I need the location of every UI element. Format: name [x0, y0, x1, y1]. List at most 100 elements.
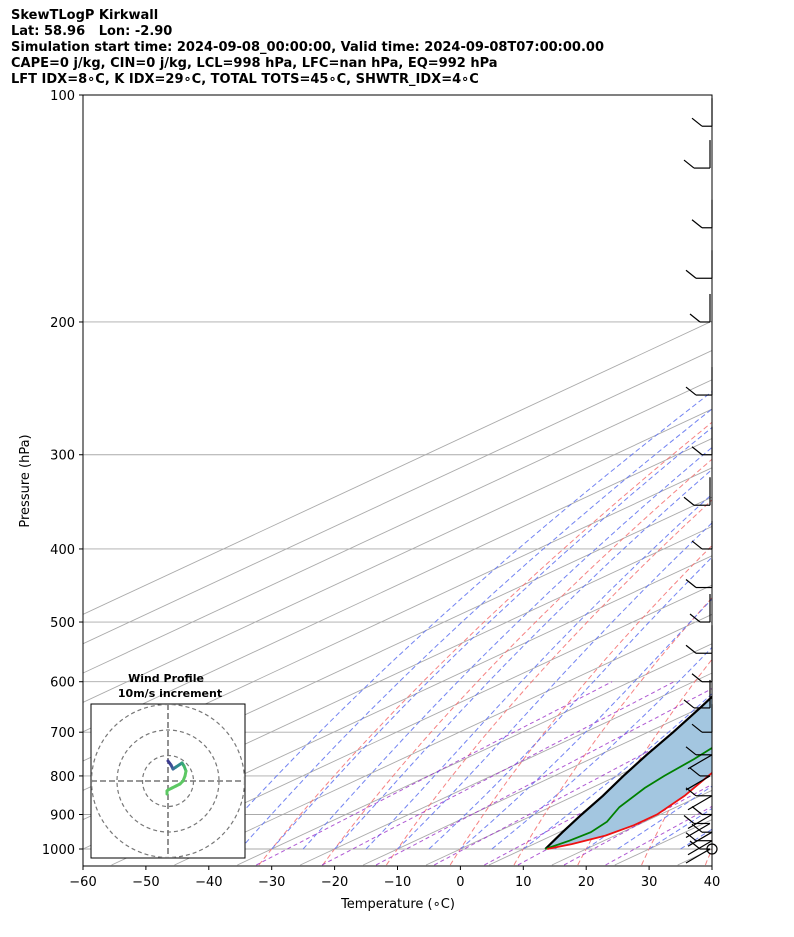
wind-barb	[691, 704, 713, 733]
barb-shaft	[687, 831, 713, 847]
inset-title: Wind Profile	[128, 672, 204, 685]
barb-flag	[689, 767, 701, 777]
indices-line-2: LFT IDX=8∘C, K IDX=29∘C, TOTAL TOTS=45∘C…	[11, 72, 479, 87]
barb-flag	[683, 699, 695, 709]
profiles	[544, 695, 712, 850]
isotherm-line	[174, 613, 712, 866]
barb-shaft	[687, 813, 713, 830]
y-tick-label: 800	[50, 770, 75, 785]
x-tick-label: −20	[321, 875, 348, 890]
wind-barb	[685, 559, 713, 589]
y-tick-label: 200	[50, 316, 75, 331]
isotherm-line	[237, 643, 712, 866]
barb-flag	[685, 269, 697, 279]
dry-adiabat	[513, 596, 712, 866]
barb-shaft	[685, 848, 711, 864]
mixing-ratio-line	[434, 717, 712, 866]
barb-flag	[685, 386, 697, 396]
dewpoint-profile-line	[545, 746, 712, 850]
mixing-ratio-line	[375, 688, 712, 866]
x-tick-label: −60	[69, 875, 96, 890]
moist-adiabat	[744, 95, 794, 849]
x-tick-label: −10	[384, 875, 411, 890]
barb-flag	[689, 613, 701, 623]
barb-flag	[691, 219, 703, 229]
mixing-ratio-line	[563, 783, 712, 866]
wind-barb	[683, 477, 711, 506]
barb-shaft	[687, 840, 713, 856]
time-line: Simulation start time: 2024-09-08_00:00:…	[11, 40, 604, 55]
barb-flag	[685, 579, 697, 588]
barb-flag	[683, 496, 695, 506]
y-tick-label: 900	[50, 808, 75, 823]
inset-subtitle: 10m/s increment	[118, 687, 222, 700]
location-line: Lat: 58.96 Lon: -2.90	[11, 24, 173, 39]
barb-flag	[691, 723, 703, 733]
barb-flag	[691, 117, 703, 127]
wind-barb	[691, 199, 713, 229]
wind-barb	[691, 98, 713, 127]
barb-flag	[691, 806, 703, 815]
barb-flag	[683, 159, 695, 169]
moist-adiabat	[460, 598, 712, 850]
moist-adiabat	[491, 646, 712, 850]
isotherm-line	[488, 760, 712, 866]
isotherm-line	[83, 555, 712, 850]
x-tick-label: 20	[578, 875, 595, 890]
moist-adiabat	[365, 493, 712, 850]
dry-adiabat	[258, 421, 712, 866]
moist-adiabat	[271, 426, 712, 850]
y-tick-label: 700	[50, 726, 75, 741]
y-axis-label: Pressure (hPa)	[18, 434, 33, 527]
dry-adiabat	[449, 544, 712, 866]
x-tick-label: 30	[641, 875, 658, 890]
moist-adiabat	[428, 556, 712, 850]
wind-barb	[683, 679, 711, 709]
barb-shaft	[687, 754, 713, 770]
barb-flag	[685, 644, 697, 654]
isotherm-line	[83, 379, 712, 674]
calm-wind-circle	[706, 843, 718, 855]
wind-barb	[691, 520, 713, 550]
isotherm-line	[83, 437, 712, 733]
wind-barb	[683, 140, 711, 169]
y-tick-label: 100	[50, 89, 75, 104]
wind-barb	[685, 367, 713, 396]
barb-flag	[685, 832, 697, 842]
moist-adiabat	[397, 522, 712, 850]
mixing-ratio-line	[256, 681, 613, 866]
x-axis-label: Temperature (∘C)	[340, 897, 455, 912]
barb-flag	[683, 815, 695, 824]
isotherm-line	[83, 349, 712, 645]
dry-adiabat	[641, 736, 712, 866]
x-tick-label: −30	[258, 875, 285, 890]
barb-flag	[691, 540, 703, 550]
y-tick-label: 600	[50, 676, 75, 691]
isotherm-line	[83, 525, 712, 821]
wind-barb	[685, 625, 713, 654]
isotherm-line	[300, 672, 712, 866]
moist-adiabat	[302, 446, 712, 850]
wind-profile-inset: Wind Profile 10m/s increment	[90, 672, 246, 859]
x-tick-label: −40	[195, 875, 222, 890]
axis-ticks: −60 −50 −40 −30 −20 −10 0 10 20 30 40 1000 900 800 700…	[42, 89, 720, 890]
moist-adiabat	[711, 848, 712, 849]
y-tick-label: 1000	[42, 843, 75, 858]
temperature-profile-line	[547, 771, 712, 850]
isotherm-line	[83, 408, 712, 703]
wind-barb	[685, 832, 713, 856]
indices-line-1: CAPE=0 j/kg, CIN=0 j/kg, LCL=998 hPa, LF…	[11, 56, 498, 71]
isotherm-line	[741, 95, 794, 865]
wind-barb	[691, 426, 713, 456]
x-tick-label: 0	[456, 875, 464, 890]
y-tick-label: 500	[50, 616, 75, 631]
isotherm-line	[83, 320, 712, 615]
x-tick-label: 10	[515, 875, 532, 890]
y-tick-label: 300	[50, 449, 75, 464]
barb-shaft	[687, 795, 713, 811]
mixing-ratio-line	[484, 742, 712, 866]
barb-flag	[689, 313, 701, 323]
x-tick-label: −50	[132, 875, 159, 890]
mixing-ratio-line	[605, 805, 712, 866]
